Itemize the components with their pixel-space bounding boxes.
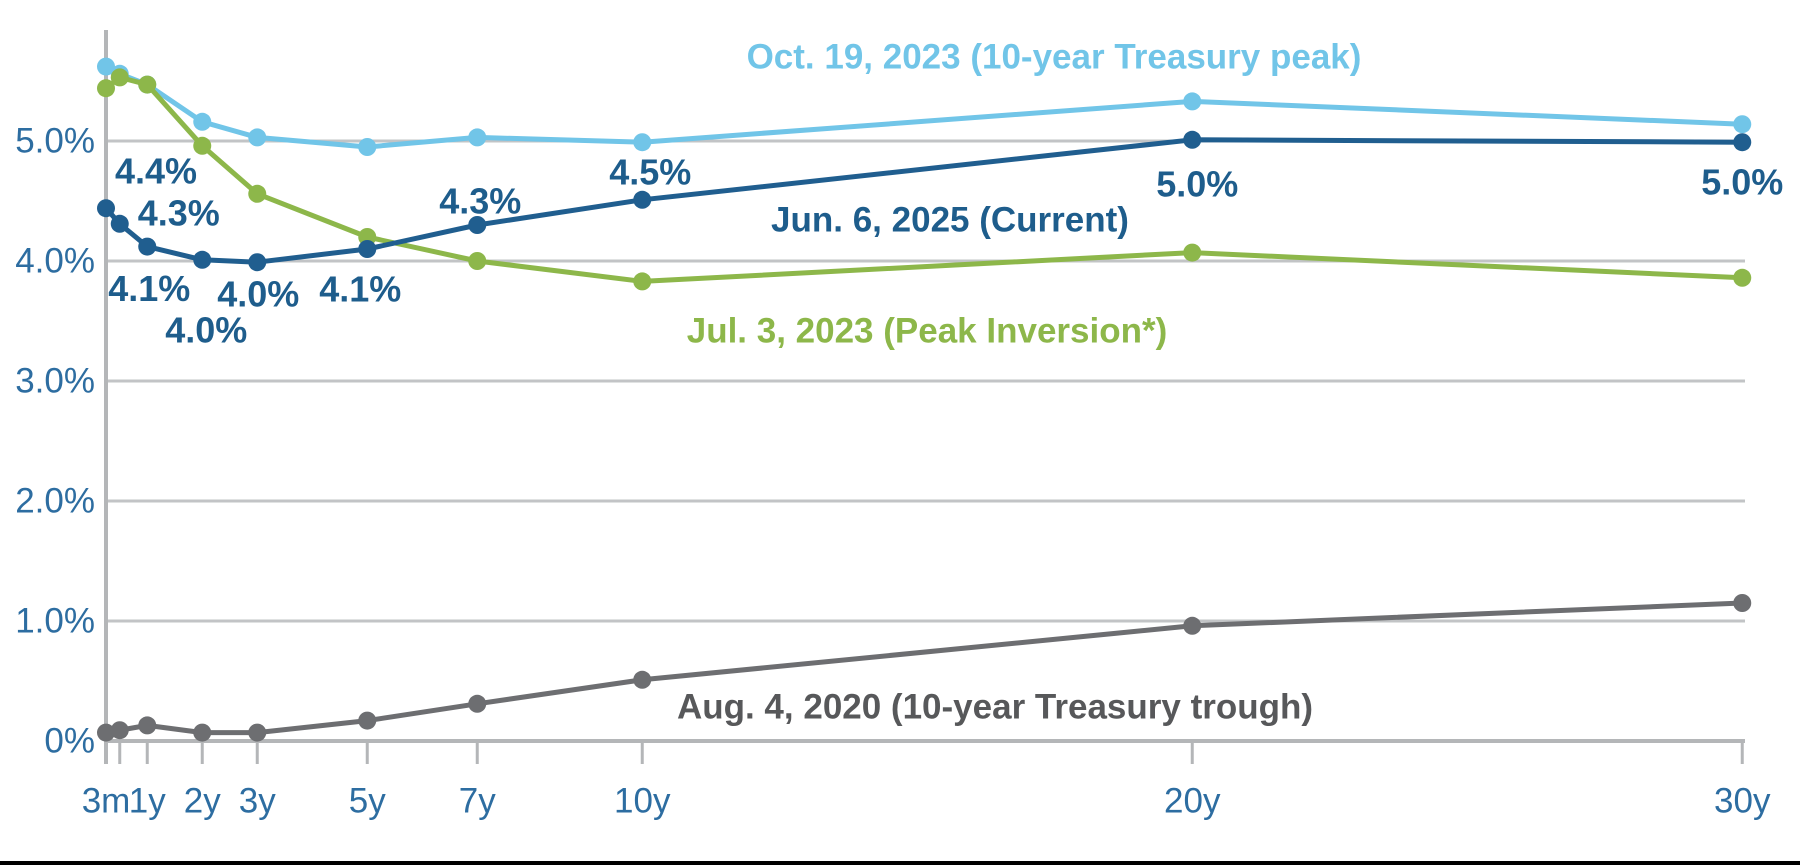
series-point-trough-3m (97, 723, 115, 742)
series-point-current-6m (110, 214, 129, 233)
point-label-current-3y: 4.0% (217, 274, 299, 315)
point-label-current-10y: 4.5% (609, 151, 691, 192)
series-point-current-30y (1733, 133, 1752, 152)
series-point-current-10y (633, 190, 652, 209)
series-title-inversion: Jul. 3, 2023 (Peak Inversion*) (687, 312, 1168, 351)
series-line-peak (103, 64, 1745, 150)
series-point-trough-6m (110, 721, 129, 740)
series-point-inversion-2y (193, 136, 212, 155)
series-point-inversion-1y (138, 75, 157, 94)
series-point-peak-2y (193, 112, 212, 131)
y-tick-label-1.0%: 1.0% (15, 602, 95, 641)
point-label-current-2y: 4.0% (165, 309, 247, 350)
series-title-peak: Oct. 19, 2023 (10-year Treasury peak) (747, 38, 1362, 77)
point-label-current-3m: 4.4% (115, 151, 197, 192)
series-point-trough-10y (633, 670, 652, 689)
series-point-trough-30y (1733, 594, 1752, 612)
y-tick-label-0%: 0% (44, 722, 95, 761)
series-line-inversion (103, 74, 1745, 284)
series-point-peak-20y (1183, 92, 1202, 111)
series-point-current-2y (193, 250, 212, 269)
bottom-rule (0, 861, 1800, 865)
series-line-trough (103, 600, 1745, 736)
series-point-peak-30y (1733, 115, 1752, 134)
x-tick-label-7y: 7y (459, 782, 496, 821)
series-point-inversion-3m (97, 79, 115, 98)
series-point-current-3m (97, 199, 115, 218)
series-point-inversion-3y (248, 184, 267, 203)
series-point-peak-3m (97, 57, 115, 76)
x-tick-label-1y: 1y (129, 782, 166, 821)
x-tick-label-2y: 2y (184, 782, 221, 821)
series-point-current-1y (138, 237, 157, 256)
x-tick-label-3m: 3m (82, 782, 131, 821)
series-point-peak-3y (248, 128, 267, 147)
x-tick-label-20y: 20y (1164, 782, 1221, 821)
x-tick-label-10y: 10y (614, 782, 671, 821)
x-tick-label-3y: 3y (239, 782, 276, 821)
point-label-current-1y: 4.1% (108, 268, 190, 309)
series-point-current-7y (468, 216, 487, 234)
y-tick-label-2.0%: 2.0% (15, 482, 95, 521)
series-point-current-5y (358, 240, 377, 258)
series-point-peak-10y (633, 133, 652, 152)
series-point-current-20y (1183, 130, 1202, 149)
series-point-trough-1y (138, 716, 157, 735)
series-point-trough-5y (358, 711, 377, 730)
x-tick-label-5y: 5y (349, 782, 386, 821)
series-point-inversion-20y (1183, 243, 1202, 262)
point-label-current-5y: 4.1% (319, 269, 401, 310)
series-point-current-3y (248, 253, 267, 272)
series-point-inversion-10y (633, 272, 652, 291)
series-point-trough-3y (248, 723, 267, 742)
series-point-inversion-30y (1733, 268, 1752, 287)
series-point-peak-5y (358, 138, 377, 156)
series-point-peak-7y (468, 128, 487, 147)
y-tick-label-4.0%: 4.0% (15, 242, 95, 281)
y-tick-label-5.0%: 5.0% (15, 122, 95, 161)
point-label-current-6m: 4.3% (138, 192, 220, 233)
point-label-current-20y: 5.0% (1156, 163, 1238, 204)
point-label-current-7y: 4.3% (439, 181, 521, 222)
series-title-trough: Aug. 4, 2020 (10-year Treasury trough) (677, 688, 1313, 727)
series-point-trough-2y (193, 723, 212, 742)
series-point-trough-20y (1183, 616, 1202, 635)
x-tick-label-30y: 30y (1714, 782, 1771, 821)
point-label-current-30y: 5.0% (1701, 162, 1783, 203)
series-title-current: Jun. 6, 2025 (Current) (771, 201, 1129, 240)
y-tick-label-3.0%: 3.0% (15, 362, 95, 401)
series-point-inversion-7y (468, 252, 487, 270)
series-point-inversion-6m (110, 68, 129, 87)
series-line-current (103, 137, 1745, 265)
series-point-trough-7y (468, 694, 487, 713)
